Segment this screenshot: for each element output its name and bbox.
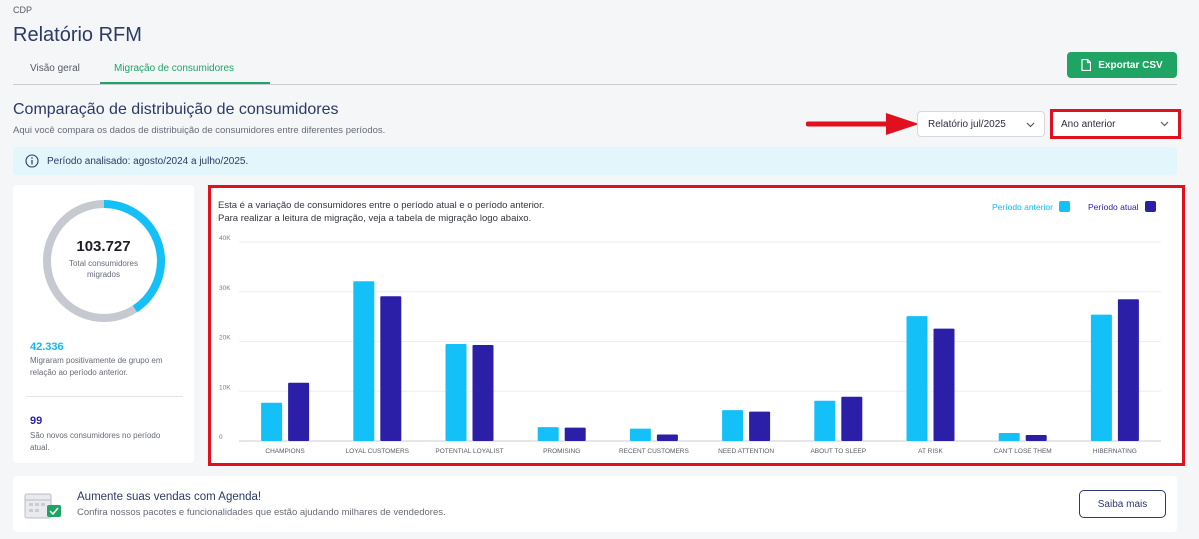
y-tick-label: 40K: [219, 235, 231, 242]
file-icon: [1081, 59, 1092, 71]
bar-previous[interactable]: [353, 281, 375, 441]
donut-positive-arc: [43, 200, 165, 322]
total-migrated-value: 103.727: [76, 238, 131, 255]
divider: [26, 396, 183, 397]
chart-intro-line2: Para realizar a leitura de migração, vej…: [218, 213, 532, 224]
period-banner: Período analisado: agosto/2024 a julho/2…: [13, 147, 1177, 175]
breadcrumb[interactable]: CDP: [13, 5, 33, 15]
export-csv-button[interactable]: Exportar CSV: [1067, 52, 1177, 78]
legend-previous-period[interactable]: Período anterior: [992, 201, 1070, 212]
calendar-illustration-icon: [24, 493, 61, 519]
bar-current[interactable]: [472, 344, 494, 441]
distribution-chart-card: 0 10K 20K 30K 40K CHAMPIONS LOYAL CUSTOMERS POT…: [208, 185, 1185, 466]
bar-current[interactable]: [933, 328, 955, 441]
legend-current-period[interactable]: Período atual: [1088, 201, 1156, 212]
chart-intro-line1: Esta é a variação de consumidores entre …: [218, 200, 545, 211]
active-tab-indicator: [100, 82, 270, 84]
y-tick-label: 30K: [219, 285, 231, 292]
info-icon: [25, 154, 39, 168]
bar-previous[interactable]: [722, 410, 744, 441]
bar-previous[interactable]: [445, 343, 467, 441]
bar-current[interactable]: [656, 434, 678, 441]
tab-bar: Visão geral Migração de consumidores: [13, 57, 1177, 85]
bar-previous[interactable]: [1090, 314, 1112, 441]
y-tick-label: 10K: [219, 384, 231, 391]
positive-migration-count: 42.336: [30, 341, 64, 353]
export-csv-label: Exportar CSV: [1098, 59, 1163, 71]
x-tick-label: HIBERNATING: [1093, 448, 1137, 455]
red-arrow-annotation: [806, 113, 919, 135]
total-migrated-label: Total consumidores migrados: [69, 259, 138, 279]
x-tick-label: NEED ATTENTION: [718, 448, 774, 455]
migration-summary-card: 103.727 Total consumidores migrados 42.3…: [13, 185, 194, 463]
chevron-down-icon: [1026, 122, 1035, 128]
comparison-period-select[interactable]: Ano anterior: [1053, 112, 1178, 136]
migration-donut-chart: [43, 200, 165, 322]
highlight-box: [1050, 109, 1181, 139]
bar-current[interactable]: [749, 411, 771, 441]
x-tick-label: AT RISK: [918, 448, 943, 455]
x-tick-label: RECENT CUSTOMERS: [619, 448, 689, 455]
bar-previous[interactable]: [537, 427, 559, 441]
period-banner-text: Período analisado: agosto/2024 a julho/2…: [47, 155, 249, 167]
x-tick-label: POTENTIAL LOYALIST: [435, 448, 503, 455]
bar-current[interactable]: [380, 296, 402, 441]
new-consumers-count: 99: [30, 415, 43, 427]
chart-intro: Esta é a variação de consumidores entre …: [218, 199, 544, 225]
x-tick-label: ABOUT TO SLEEP: [810, 448, 866, 455]
report-period-value: Relatório jul/2025: [928, 118, 1006, 130]
x-tick-label: CAN'T LOSE THEM: [994, 448, 1052, 455]
tab-consumer-migration[interactable]: Migração de consumidores: [114, 63, 235, 74]
bar-previous[interactable]: [998, 433, 1020, 441]
legend-current-label: Período atual: [1088, 201, 1139, 212]
section-title: Comparação de distribuição de consumidor…: [13, 101, 339, 118]
y-tick-label: 0: [219, 434, 223, 441]
promo-banner: Aumente suas vendas com Agenda! Confira …: [13, 476, 1177, 532]
x-tick-label: PROMISING: [543, 448, 580, 455]
bar-current[interactable]: [1117, 299, 1139, 441]
bar-current[interactable]: [288, 382, 310, 441]
bar-current[interactable]: [564, 427, 586, 441]
positive-migration-desc: Migraram positivamente de grupo em relaç…: [30, 356, 163, 377]
report-period-select[interactable]: Relatório jul/2025: [917, 111, 1045, 137]
x-tick-label: LOYAL CUSTOMERS: [346, 448, 410, 455]
bar-previous[interactable]: [814, 400, 836, 441]
tab-overview[interactable]: Visão geral: [30, 63, 80, 74]
distribution-bar-chart: 0 10K 20K 30K 40K CHAMPIONS LOYAL CUSTOMERS POT…: [219, 235, 1161, 455]
promo-title: Aumente suas vendas com Agenda!: [77, 491, 262, 503]
y-tick-label: 20K: [219, 335, 231, 342]
bar-previous[interactable]: [629, 428, 651, 441]
legend-previous-label: Período anterior: [992, 201, 1053, 212]
promo-subtitle: Confira nossos pacotes e funcionalidades…: [77, 507, 446, 518]
new-consumers-desc: São novos consumidores no período atual.: [30, 431, 161, 452]
chevron-down-icon: [1160, 121, 1169, 127]
bar-current[interactable]: [841, 396, 863, 441]
page-title: Relatório RFM: [13, 24, 142, 46]
x-tick-label: CHAMPIONS: [265, 448, 305, 455]
legend-previous-swatch: [1058, 201, 1070, 212]
bar-previous[interactable]: [261, 402, 283, 441]
comparison-period-value: Ano anterior: [1061, 118, 1116, 130]
bar-previous[interactable]: [906, 316, 928, 441]
learn-more-button[interactable]: Saiba mais: [1079, 490, 1166, 518]
legend-current-swatch: [1144, 201, 1156, 212]
bar-current[interactable]: [1025, 435, 1047, 441]
section-subtitle: Aqui você compara os dados de distribuiç…: [13, 125, 386, 136]
